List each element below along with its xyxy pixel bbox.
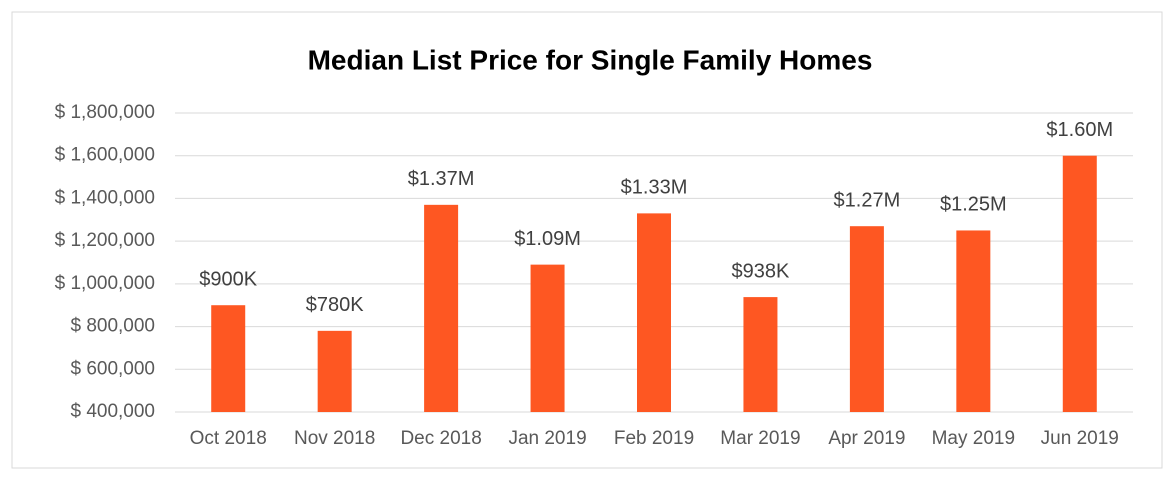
bar [424, 204, 459, 412]
data-label: $900K [199, 268, 257, 290]
x-tick-label: May 2019 [932, 428, 1015, 449]
data-label: $1.60M [1046, 119, 1113, 141]
data-label: $938K [732, 260, 790, 282]
bar [211, 305, 246, 412]
y-tick-label: $ 1,800,000 [55, 102, 155, 123]
bar [849, 226, 884, 412]
bar [530, 264, 565, 412]
bar [956, 230, 991, 412]
x-tick-label: Jan 2019 [508, 428, 586, 449]
x-tick-label: Jun 2019 [1041, 428, 1119, 449]
data-label: $1.27M [834, 189, 901, 211]
y-tick-label: $ 600,000 [70, 358, 155, 379]
y-tick-label: $ 800,000 [70, 316, 155, 337]
y-tick-label: $ 400,000 [70, 401, 155, 422]
x-tick-label: Apr 2019 [828, 428, 905, 449]
bar [743, 297, 778, 412]
x-tick-label: Dec 2018 [400, 428, 481, 449]
y-tick-label: $ 1,400,000 [55, 187, 155, 208]
y-tick-label: $ 1,200,000 [55, 230, 155, 251]
data-label: $1.33M [621, 177, 688, 199]
x-tick-label: Mar 2019 [720, 428, 800, 449]
bar [1062, 155, 1097, 412]
bar [637, 213, 671, 412]
data-label: $1.09M [514, 228, 581, 250]
chart-title: Median List Price for Single Family Home… [308, 44, 873, 75]
data-label: $780K [306, 294, 364, 316]
bar [317, 330, 352, 412]
data-label: $1.25M [940, 194, 1007, 216]
y-tick-label: $ 1,000,000 [55, 273, 155, 294]
y-tick-label: $ 1,600,000 [55, 145, 155, 166]
data-label: $1.37M [408, 168, 475, 190]
x-tick-label: Feb 2019 [614, 428, 694, 449]
x-tick-label: Oct 2018 [190, 428, 267, 449]
x-tick-label: Nov 2018 [294, 428, 375, 449]
